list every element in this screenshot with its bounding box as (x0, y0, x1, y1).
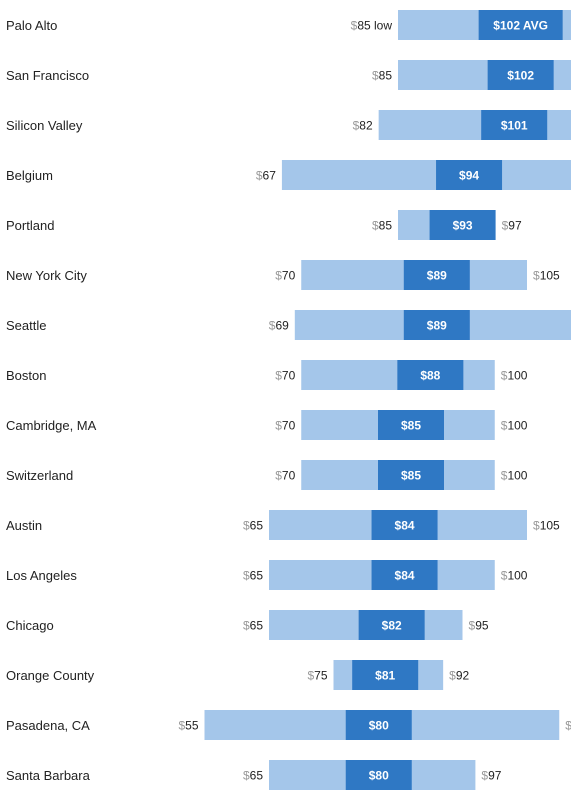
low-value-label: $65 (243, 519, 263, 533)
avg-bar (371, 560, 438, 590)
avg-value-label: $101 (501, 119, 528, 133)
city-label: Portland (6, 218, 54, 233)
city-label: Boston (6, 368, 46, 383)
avg-value-label: $94 (459, 169, 479, 183)
low-value-label: $65 (243, 619, 263, 633)
avg-value-label: $85 (401, 469, 421, 483)
low-value-label: $70 (275, 269, 295, 283)
avg-bar (345, 760, 412, 790)
avg-bar (478, 10, 563, 40)
high-value-label: $95 (469, 619, 489, 633)
avg-value-label: $84 (395, 569, 415, 583)
low-value-label: $70 (275, 419, 295, 433)
city-label: Chicago (6, 618, 54, 633)
avg-value-label: $89 (427, 319, 447, 333)
low-value-label: $55 (178, 719, 198, 733)
low-value-label: $65 (243, 569, 263, 583)
city-label: Belgium (6, 168, 53, 183)
city-label: Pasadena, CA (6, 718, 90, 733)
avg-bar (378, 410, 444, 440)
low-value-label: $75 (307, 669, 327, 683)
avg-value-label: $102 (507, 69, 534, 83)
avg-value-label: $81 (375, 669, 395, 683)
city-label: Switzerland (6, 468, 73, 483)
high-value-label: $97 (481, 769, 501, 783)
avg-bar (403, 310, 470, 340)
city-label: Santa Barbara (6, 768, 91, 783)
avg-bar (358, 610, 425, 640)
high-value-label: $100 (501, 419, 528, 433)
avg-bar (403, 260, 470, 290)
range-bar (281, 160, 571, 190)
city-label: Cambridge, MA (6, 418, 97, 433)
avg-value-label: $80 (369, 769, 389, 783)
avg-bar (436, 160, 503, 190)
avg-value-label: $82 (382, 619, 402, 633)
city-label: Orange County (6, 668, 95, 683)
low-value-label: $85 (372, 69, 392, 83)
avg-bar (371, 510, 438, 540)
high-value-label: $110 (565, 719, 571, 733)
city-label: Los Angeles (6, 568, 77, 583)
city-label: San Francisco (6, 68, 89, 83)
low-value-label: $69 (269, 319, 289, 333)
high-value-label: $100 (501, 469, 528, 483)
low-value-label: $70 (275, 369, 295, 383)
avg-bar (378, 460, 444, 490)
low-value-label: $82 (353, 119, 373, 133)
avg-bar (352, 660, 419, 690)
avg-bar (345, 710, 412, 740)
avg-bar (481, 110, 548, 140)
avg-bar (397, 360, 464, 390)
avg-value-label: $88 (420, 369, 440, 383)
high-value-label: $105 (533, 519, 560, 533)
avg-value-label: $84 (395, 519, 415, 533)
avg-bar (487, 60, 554, 90)
low-value-label: $70 (275, 469, 295, 483)
avg-value-label: $102 AVG (493, 19, 548, 33)
avg-value-label: $80 (369, 719, 389, 733)
city-label: Silicon Valley (6, 118, 83, 133)
city-label: Austin (6, 518, 42, 533)
city-label: New York City (6, 268, 87, 283)
avg-value-label: $89 (427, 269, 447, 283)
low-value-label: $85 low (351, 19, 393, 33)
avg-bar (429, 210, 496, 240)
high-value-label: $92 (449, 669, 469, 683)
high-value-label: $100 (501, 369, 528, 383)
high-value-label: $100 (501, 569, 528, 583)
high-value-label: $105 (533, 269, 560, 283)
avg-value-label: $93 (453, 219, 473, 233)
low-value-label: $85 (372, 219, 392, 233)
low-value-label: $67 (256, 169, 276, 183)
city-label: Palo Alto (6, 18, 57, 33)
high-value-label: $97 (502, 219, 522, 233)
avg-value-label: $85 (401, 419, 421, 433)
city-label: Seattle (6, 318, 46, 333)
low-value-label: $65 (243, 769, 263, 783)
